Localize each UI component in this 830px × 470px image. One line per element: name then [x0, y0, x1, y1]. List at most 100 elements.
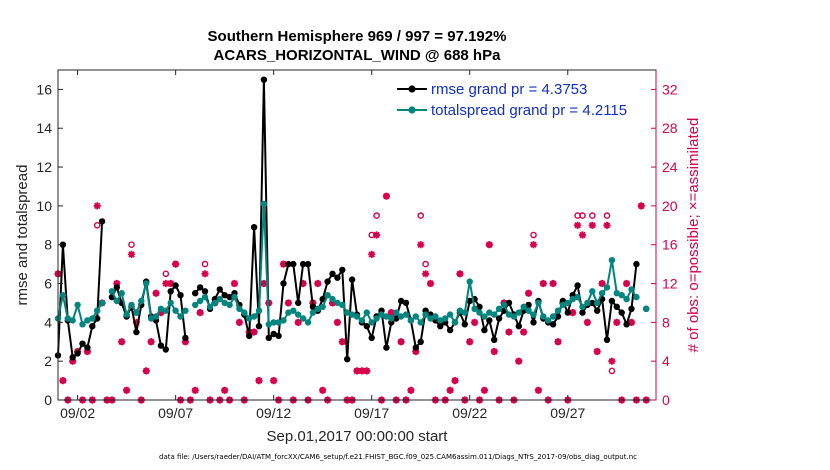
y-tick-label: 6 — [44, 276, 52, 292]
rmse-point — [564, 309, 571, 316]
totalspread-point — [481, 313, 488, 320]
totalspread-point — [172, 307, 179, 314]
rmse-point — [79, 340, 86, 347]
obs-assimilated-point — [201, 270, 209, 278]
rmse-point — [260, 76, 268, 83]
y-tick-label: 12 — [36, 159, 52, 175]
rmse-point — [255, 323, 263, 330]
totalspread-point — [275, 319, 282, 326]
obs-assimilated-point — [382, 192, 391, 200]
obs-assimilated-point — [260, 279, 268, 288]
obs-assimilated-point — [83, 347, 92, 356]
totalspread-point — [505, 311, 513, 318]
obs-possible-point — [579, 212, 586, 219]
totalspread-point — [432, 313, 439, 320]
totalspread-point — [309, 309, 317, 316]
rmse-point — [368, 334, 375, 342]
y-right-tick-label: 28 — [662, 120, 678, 136]
obs-assimilated-point — [520, 328, 528, 336]
totalspread-point — [304, 319, 312, 326]
rmse-point — [275, 332, 282, 340]
totalspread-point — [393, 309, 400, 316]
totalspread-point — [113, 297, 121, 305]
totalspread-point — [98, 299, 106, 307]
y-right-tick-label: 16 — [662, 237, 678, 253]
rmse-point — [319, 295, 326, 303]
totalspread-point — [603, 284, 611, 291]
obs-assimilated-point — [627, 318, 636, 326]
obs-assimilated-point — [172, 260, 180, 268]
y-axis-label: rmse and totalspread — [14, 165, 31, 306]
rmse-point — [133, 328, 140, 336]
rmse-point — [172, 282, 179, 289]
rmse-point — [250, 224, 258, 231]
totalspread-point — [525, 307, 532, 314]
obs-assimilated-point — [549, 279, 557, 288]
x-tick-label: 09/17 — [354, 405, 389, 421]
obs-assimilated-point — [333, 318, 341, 326]
totalspread-point — [451, 319, 459, 326]
obs-assimilated-point — [328, 299, 337, 307]
rmse-point — [295, 299, 302, 307]
totalspread-point — [69, 317, 76, 324]
rmse-point — [608, 297, 616, 305]
obs-assimilated-point — [353, 367, 361, 375]
obs-assimilated-point — [583, 318, 591, 326]
rmse-point — [437, 323, 444, 330]
obs-assimilated-point — [397, 338, 405, 346]
totalspread-point — [167, 299, 174, 307]
obs-assimilated-point — [588, 221, 596, 229]
obs-possible-point — [530, 231, 537, 239]
rmse-point — [633, 260, 640, 268]
rmse-point — [412, 344, 419, 351]
totalspread-point — [471, 305, 478, 312]
totalspread-point — [236, 305, 243, 312]
obs-assimilated-point — [314, 279, 322, 288]
rmse-point — [334, 274, 341, 281]
rmse-point — [549, 321, 557, 328]
rmse-point — [461, 321, 468, 328]
obs-assimilated-point — [142, 367, 150, 375]
rmse-point — [383, 344, 390, 351]
totalspread-point — [373, 315, 380, 322]
obs-assimilated-point — [603, 221, 611, 229]
rmse-point — [270, 330, 277, 338]
obs-assimilated-point — [279, 260, 288, 268]
obs-assimilated-point — [608, 357, 616, 365]
totalspread-point — [402, 311, 410, 318]
obs-possible-point — [162, 270, 170, 278]
obs-assimilated-point — [294, 318, 302, 326]
y-right-tick-label: 32 — [662, 81, 678, 97]
totalspread-point — [589, 288, 596, 295]
rmse-point — [525, 301, 532, 309]
totalspread-point — [348, 311, 356, 318]
obs-assimilated-point — [524, 289, 533, 297]
totalspread-point — [319, 303, 326, 310]
totalspread-point — [265, 321, 272, 328]
rmse-point — [339, 266, 346, 274]
obs-assimilated-point — [118, 338, 126, 346]
totalspread-point — [94, 307, 101, 314]
totalspread-point — [299, 315, 307, 322]
totalspread-point — [515, 309, 522, 316]
totalspread-point — [182, 307, 189, 314]
totalspread-point — [231, 293, 238, 301]
totalspread-point — [643, 305, 650, 312]
chart-subtitle: ACARS_HORIZONTAL_WIND @ 688 hPa — [214, 47, 502, 64]
totalspread-point — [246, 315, 253, 322]
obs-assimilated-point — [637, 202, 645, 210]
rmse-point — [221, 292, 228, 299]
obs-assimilated-point — [363, 367, 371, 375]
totalspread-point — [623, 295, 630, 303]
obs-assimilated-point — [622, 279, 631, 288]
rmse-point — [495, 315, 503, 322]
rmse-point — [402, 299, 410, 307]
obs-assimilated-point — [69, 357, 77, 365]
totalspread-point — [510, 313, 518, 320]
obs-assimilated-point — [181, 338, 190, 346]
y-tick-label: 8 — [44, 237, 52, 253]
obs-assimilated-point — [471, 318, 479, 326]
totalspread-point — [608, 257, 616, 264]
rmse-point — [299, 260, 307, 268]
totalspread-point — [221, 299, 228, 307]
